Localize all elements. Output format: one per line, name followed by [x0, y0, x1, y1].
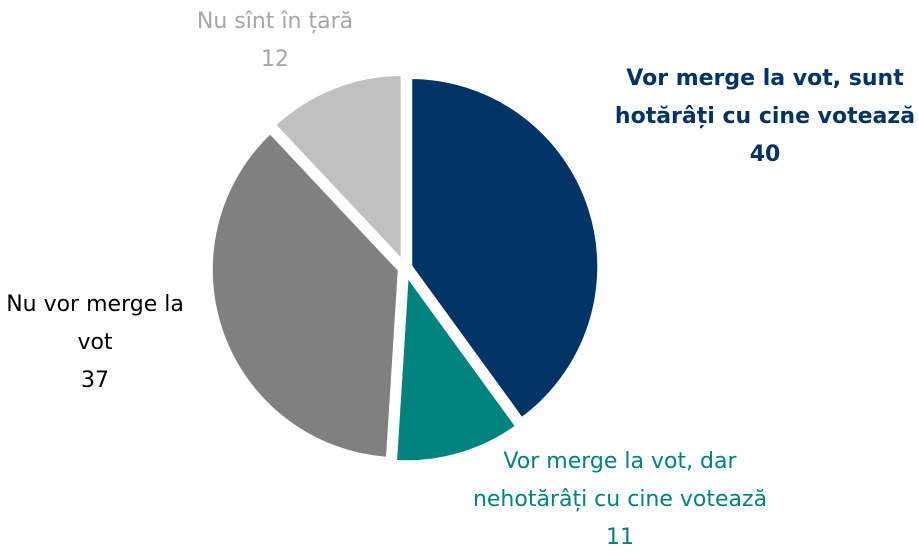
slice-label: Vor merge la vot, dar nehotărâți cu cine…: [455, 443, 785, 552]
slice-name: Nu vor merge la vot: [6, 292, 184, 355]
pie-slice: [207, 127, 403, 462]
pie-slice: [391, 265, 522, 466]
pie-slice: [269, 70, 406, 270]
slice-value: 40: [749, 142, 781, 167]
slice-value: 11: [606, 525, 634, 550]
slice-name: Nu sînt în țară: [196, 9, 354, 34]
slice-label: Nu vor merge la vot 37: [0, 286, 190, 400]
slice-label: Vor merge la vot, sunt hotărâți cu cine …: [600, 60, 918, 174]
slice-label: Nu sînt în țară 12: [125, 3, 425, 79]
slice-value: 37: [81, 368, 109, 393]
slice-name: Vor merge la vot, sunt hotărâți cu cine …: [614, 66, 916, 129]
slice-value: 12: [261, 47, 289, 72]
slice-name: Vor merge la vot, dar nehotărâți cu cine…: [472, 449, 768, 512]
pie-slice: [407, 73, 603, 424]
